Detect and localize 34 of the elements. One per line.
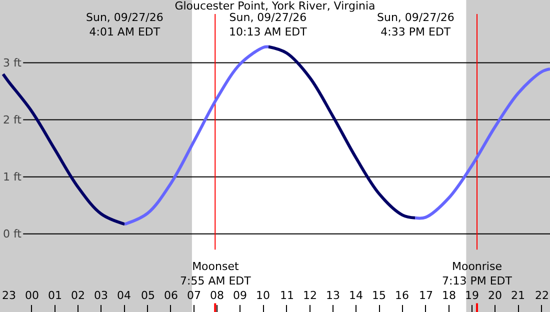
x-tick-label: 19	[465, 289, 479, 302]
x-tick-label: 11	[280, 289, 294, 302]
x-tick-label: 06	[164, 289, 178, 302]
y-tick-label: 2 ft	[3, 114, 22, 127]
x-tick-label: 12	[303, 289, 317, 302]
x-tick-label: 13	[326, 289, 340, 302]
x-tick-label: 05	[141, 289, 155, 302]
annotation: Sun, 09/27/26 10:13 AM EDT	[229, 11, 308, 38]
x-tick-label: 08	[210, 289, 224, 302]
x-tick-label: 09	[233, 289, 247, 302]
x-tick-label: 22	[535, 289, 549, 302]
y-tick-label: 3 ft	[3, 56, 22, 70]
annotation: Sun, 09/27/26 4:01 AM EDT	[86, 11, 164, 38]
x-tick-label: 18	[442, 289, 456, 302]
ref-line-label: Moonrise 7:13 PM EDT	[442, 260, 512, 288]
x-tick-label: 23	[2, 289, 16, 302]
x-tick-label: 10	[256, 289, 270, 302]
x-tick-label: 16	[395, 289, 409, 302]
x-tick-label: 17	[419, 289, 433, 302]
ref-line-label: Moonset 7:55 AM EDT	[180, 260, 252, 288]
x-tick-label: 00	[25, 289, 39, 302]
x-tick-label: 03	[94, 289, 108, 302]
y-tick-label: 0 ft	[3, 228, 22, 241]
y-tick-label: 1 ft	[3, 170, 22, 184]
x-tick-label: 01	[48, 289, 62, 302]
x-tick-label: 02	[71, 289, 85, 302]
x-tick-label: 21	[511, 289, 525, 302]
annotation: Sun, 09/27/26 4:33 PM EDT	[377, 11, 454, 38]
x-tick-label: 15	[372, 289, 386, 302]
x-tick-label: 14	[349, 289, 363, 302]
x-tick-label: 04	[117, 289, 131, 302]
chart-title: Gloucester Point, York River, Virginia	[174, 0, 376, 12]
x-tick-label: 07	[187, 289, 201, 302]
x-tick-label: 20	[488, 289, 502, 302]
